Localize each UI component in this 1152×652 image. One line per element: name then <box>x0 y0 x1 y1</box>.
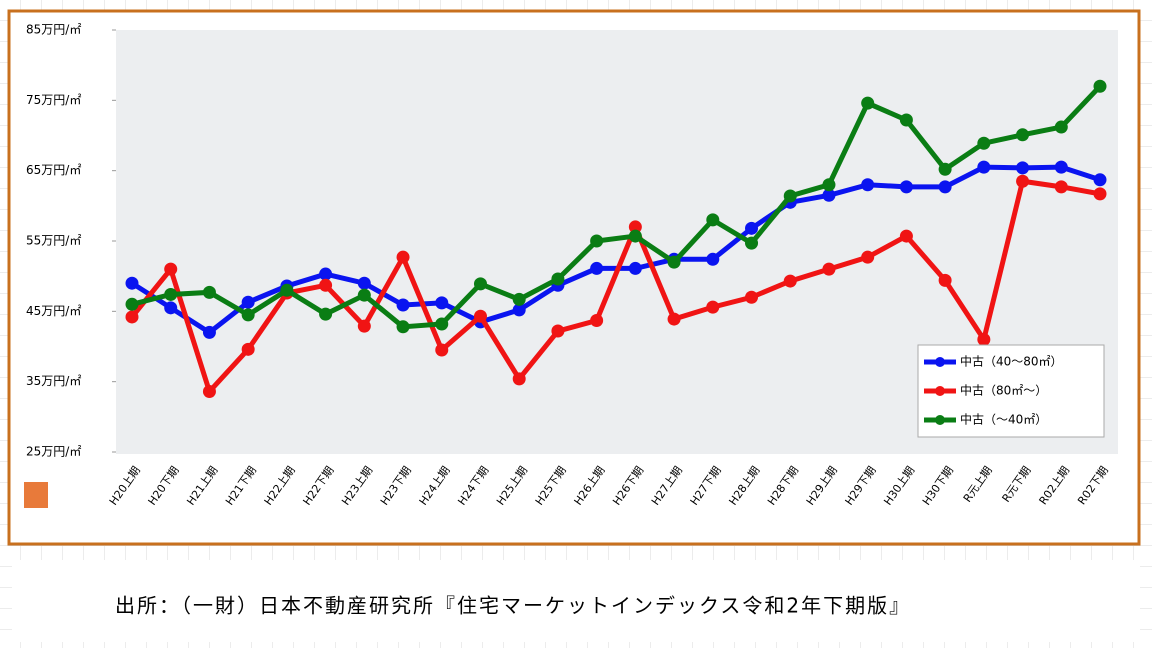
marker <box>241 295 255 309</box>
marker <box>164 287 178 301</box>
marker <box>1054 120 1068 134</box>
legend-label: 中古（～40㎡） <box>960 412 1047 427</box>
marker <box>938 162 952 176</box>
marker <box>1093 79 1107 93</box>
marker <box>822 262 836 276</box>
marker <box>861 250 875 264</box>
marker <box>706 252 720 266</box>
marker <box>1016 128 1030 142</box>
marker <box>1054 160 1068 174</box>
y-tick-label: 35万円/㎡ <box>26 374 81 388</box>
marker <box>590 313 604 327</box>
marker <box>202 325 216 339</box>
legend-marker <box>935 357 945 367</box>
marker <box>473 277 487 291</box>
y-tick-label: 25万円/㎡ <box>26 445 81 459</box>
marker <box>512 303 526 317</box>
y-tick-label: 85万円/㎡ <box>26 23 81 37</box>
marker <box>899 113 913 127</box>
marker <box>745 221 759 235</box>
marker <box>899 229 913 243</box>
legend-label: 中古（80㎡～） <box>960 383 1047 398</box>
marker <box>861 96 875 110</box>
marker <box>628 220 642 234</box>
source-bg <box>12 560 1140 642</box>
marker <box>512 372 526 386</box>
marker <box>628 261 642 275</box>
marker <box>125 297 139 311</box>
marker <box>319 267 333 281</box>
marker <box>241 308 255 322</box>
marker <box>164 301 178 315</box>
marker <box>435 343 449 357</box>
marker <box>435 317 449 331</box>
marker <box>1093 173 1107 187</box>
marker <box>590 261 604 275</box>
marker <box>396 298 410 312</box>
marker <box>512 292 526 306</box>
y-tick-label: 75万円/㎡ <box>26 93 81 107</box>
marker <box>822 188 836 202</box>
marker <box>977 332 991 346</box>
icon <box>24 482 48 508</box>
marker <box>396 320 410 334</box>
marker <box>783 274 797 288</box>
marker <box>1054 180 1068 194</box>
marker <box>861 178 875 192</box>
marker <box>628 229 642 243</box>
marker <box>357 276 371 290</box>
marker <box>706 213 720 227</box>
marker <box>667 312 681 326</box>
marker <box>202 385 216 399</box>
marker <box>745 236 759 250</box>
marker <box>357 288 371 302</box>
marker <box>977 136 991 150</box>
marker <box>938 273 952 287</box>
marker <box>357 319 371 333</box>
marker <box>783 189 797 203</box>
marker <box>938 180 952 194</box>
marker <box>590 234 604 248</box>
marker <box>822 178 836 192</box>
marker <box>280 283 294 297</box>
y-tick-label: 55万円/㎡ <box>26 234 81 248</box>
marker <box>202 285 216 299</box>
marker <box>319 278 333 292</box>
marker <box>125 310 139 324</box>
legend-marker <box>935 415 945 425</box>
marker <box>125 276 139 290</box>
marker <box>319 307 333 321</box>
marker <box>473 309 487 323</box>
marker <box>745 290 759 304</box>
source: 出所：（一財）日本不動産研究所『住宅マーケットインデックス令和2年下期版』 <box>115 594 911 618</box>
marker <box>551 324 565 338</box>
marker <box>706 300 720 314</box>
line <box>131 84 1102 330</box>
marker <box>977 160 991 174</box>
marker <box>899 180 913 194</box>
marker <box>396 250 410 264</box>
marker <box>551 272 565 286</box>
marker <box>164 262 178 276</box>
legend-marker <box>935 386 945 396</box>
y-tick-label: 45万円/㎡ <box>26 304 81 318</box>
marker <box>1016 161 1030 175</box>
marker <box>1016 174 1030 188</box>
y-tick-label: 65万円/㎡ <box>26 163 81 177</box>
marker <box>241 342 255 356</box>
marker <box>1093 187 1107 201</box>
legend-label: 中古（40～80㎡） <box>960 354 1063 369</box>
marker <box>667 255 681 269</box>
marker <box>435 296 449 310</box>
